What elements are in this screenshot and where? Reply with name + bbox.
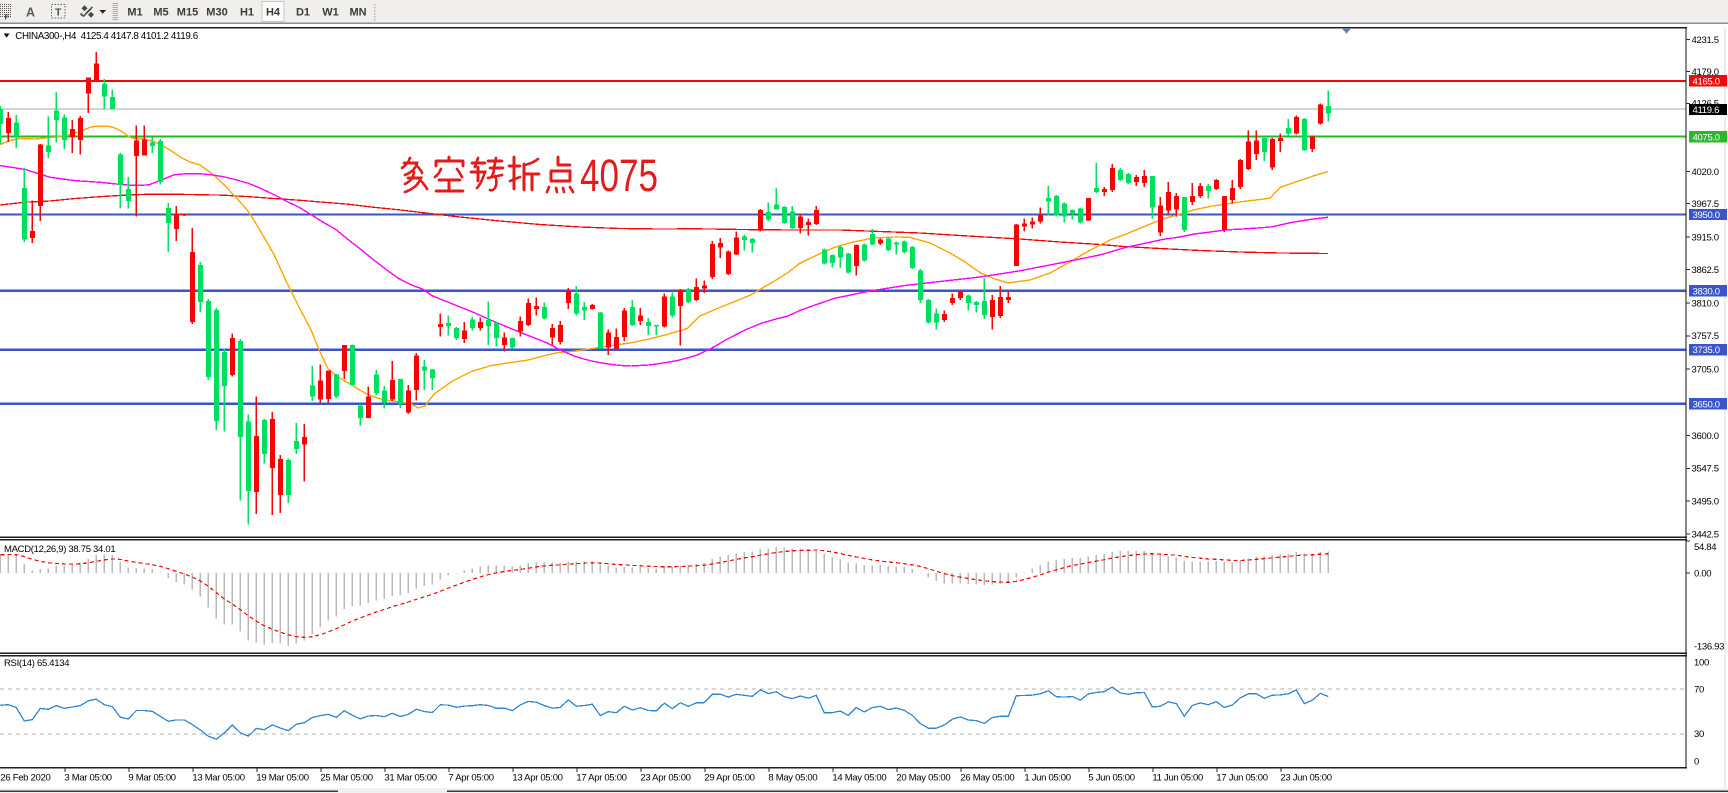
svg-text:5 Jun 05:00: 5 Jun 05:00: [1088, 773, 1134, 784]
svg-text:M1: M1: [127, 7, 142, 19]
svg-text:7 Apr 05:00: 7 Apr 05:00: [448, 773, 493, 784]
svg-text:3650.0: 3650.0: [1693, 399, 1720, 410]
svg-text:13 Apr 05:00: 13 Apr 05:00: [512, 773, 562, 784]
svg-text:W1: W1: [322, 7, 339, 19]
svg-text:F: F: [5, 13, 10, 22]
svg-text:17 Jun 05:00: 17 Jun 05:00: [1216, 773, 1267, 784]
svg-text:23 Jun 05:00: 23 Jun 05:00: [1280, 773, 1331, 784]
svg-text:4179.0: 4179.0: [1692, 67, 1719, 78]
svg-text:100: 100: [1694, 658, 1709, 669]
svg-text:3967.5: 3967.5: [1692, 199, 1719, 210]
svg-text:54.84: 54.84: [1694, 542, 1716, 553]
svg-text:25 Mar 05:00: 25 Mar 05:00: [320, 773, 372, 784]
svg-text:-136.93: -136.93: [1694, 642, 1724, 653]
svg-text:H1: H1: [240, 7, 254, 19]
svg-text:3600.0: 3600.0: [1692, 431, 1719, 442]
svg-text:4075: 4075: [580, 150, 658, 201]
svg-text:4119.6: 4119.6: [1693, 105, 1720, 116]
svg-text:3757.5: 3757.5: [1692, 331, 1719, 342]
svg-text:13 Mar 05:00: 13 Mar 05:00: [192, 773, 244, 784]
svg-text:D1: D1: [296, 7, 310, 19]
svg-text:M15: M15: [177, 7, 198, 19]
svg-text:MN: MN: [349, 7, 366, 19]
svg-text:3705.0: 3705.0: [1692, 364, 1719, 375]
svg-text:3495.0: 3495.0: [1692, 497, 1719, 508]
svg-text:3862.5: 3862.5: [1692, 265, 1719, 276]
svg-text:MACD(12,26,9) 38.75 34.01: MACD(12,26,9) 38.75 34.01: [4, 544, 115, 555]
svg-text:RSI(14) 65.4134: RSI(14) 65.4134: [4, 658, 69, 669]
svg-text:30: 30: [1694, 729, 1704, 740]
svg-text:23 Apr 05:00: 23 Apr 05:00: [640, 773, 690, 784]
svg-text:M30: M30: [206, 7, 227, 19]
svg-text:H4: H4: [266, 7, 281, 19]
svg-text:9 Mar 05:00: 9 Mar 05:00: [128, 773, 175, 784]
svg-text:29 Apr 05:00: 29 Apr 05:00: [704, 773, 754, 784]
svg-text:0.00: 0.00: [1694, 568, 1711, 579]
svg-text:70: 70: [1694, 684, 1704, 695]
svg-text:3830.0: 3830.0: [1693, 286, 1720, 297]
svg-text:3442.5: 3442.5: [1692, 530, 1719, 541]
svg-text:3 Mar 05:00: 3 Mar 05:00: [64, 773, 111, 784]
svg-text:14 May 05:00: 14 May 05:00: [832, 773, 886, 784]
svg-text:4075.0: 4075.0: [1693, 132, 1720, 143]
svg-text:19 Mar 05:00: 19 Mar 05:00: [256, 773, 308, 784]
svg-text:A: A: [26, 6, 35, 20]
svg-text:T: T: [55, 7, 62, 19]
svg-text:20 May 05:00: 20 May 05:00: [896, 773, 950, 784]
svg-text:3950.0: 3950.0: [1693, 210, 1720, 221]
svg-text:3915.0: 3915.0: [1692, 232, 1719, 243]
svg-text:CHINA300-,H4 4125.4 4147.8 41: CHINA300-,H4 4125.4 4147.8 4101.2 4119.6: [15, 31, 198, 42]
svg-text:17 Apr 05:00: 17 Apr 05:00: [576, 773, 626, 784]
svg-text:M5: M5: [153, 7, 168, 19]
svg-text:3547.5: 3547.5: [1692, 464, 1719, 475]
svg-text:4231.5: 4231.5: [1692, 35, 1719, 46]
svg-text:3735.0: 3735.0: [1693, 345, 1720, 356]
svg-text:11 Jun 05:00: 11 Jun 05:00: [1152, 773, 1203, 784]
svg-text:4165.0: 4165.0: [1693, 76, 1720, 87]
svg-text:26 May 05:00: 26 May 05:00: [960, 773, 1014, 784]
svg-text:4020.0: 4020.0: [1692, 167, 1719, 178]
svg-text:31 Mar 05:00: 31 Mar 05:00: [384, 773, 436, 784]
svg-text:1 Jun 05:00: 1 Jun 05:00: [1024, 773, 1070, 784]
svg-text:3810.0: 3810.0: [1692, 299, 1719, 310]
svg-text:26 Feb 2020: 26 Feb 2020: [0, 773, 50, 784]
svg-text:0: 0: [1694, 756, 1699, 767]
svg-text:8 May 05:00: 8 May 05:00: [768, 773, 817, 784]
